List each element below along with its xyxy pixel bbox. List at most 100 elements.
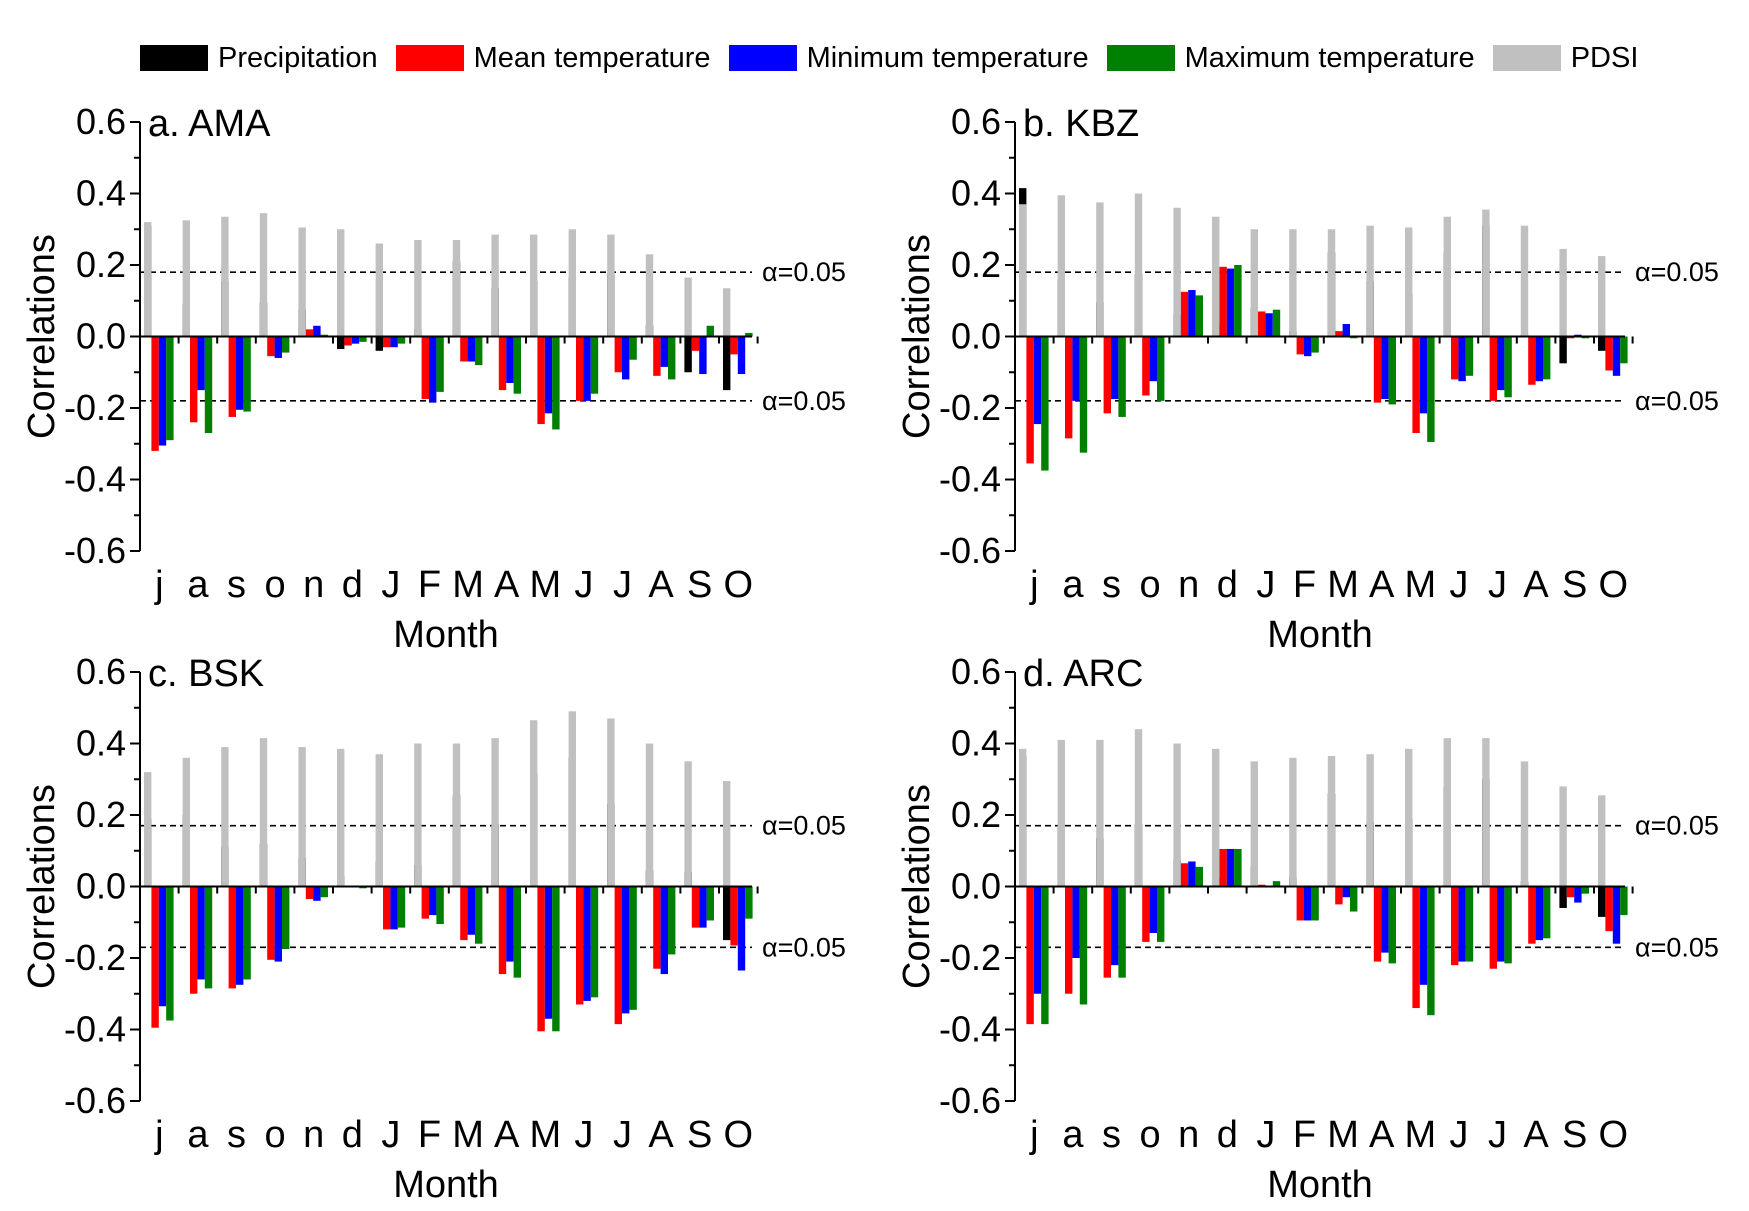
y-tick-label: -0.6	[939, 1080, 1001, 1121]
bar	[576, 886, 584, 1005]
bar	[1157, 336, 1165, 401]
bar	[1327, 229, 1336, 337]
x-tick-label: S	[1562, 564, 1587, 606]
x-tick-label: d	[1217, 1114, 1238, 1156]
x-tick-label: J	[1449, 1114, 1468, 1156]
x-tick-label: O	[724, 564, 754, 606]
x-tick-label: A	[1369, 1114, 1395, 1156]
y-tick-label: -0.4	[939, 459, 1001, 500]
x-tick-label: s	[227, 564, 246, 606]
bar	[1026, 336, 1034, 464]
bar	[1118, 336, 1126, 417]
bar	[622, 886, 630, 1014]
y-axis-label: Correlations	[896, 234, 938, 439]
bar	[1543, 336, 1551, 380]
bar	[1335, 886, 1343, 905]
bar	[243, 886, 251, 980]
bar	[1497, 336, 1505, 391]
x-tick-label: o	[1140, 1114, 1161, 1156]
bar	[1381, 886, 1389, 953]
bar	[1111, 336, 1119, 400]
x-tick-label: M	[452, 1114, 484, 1156]
legend-label: Maximum temperature	[1184, 41, 1475, 74]
bar	[645, 743, 654, 887]
legend-item: Maximum temperature	[1106, 41, 1475, 75]
bar	[1504, 886, 1512, 964]
bar	[706, 325, 714, 337]
x-axis-label: Month	[393, 1164, 499, 1206]
bar	[1520, 225, 1529, 337]
chart-panel: 0.6 0.4 0.2 0.0 -0.2 -0.4 -0.6 Correlations α=0.…	[896, 101, 1719, 656]
bar	[243, 336, 251, 412]
bar	[1559, 786, 1567, 887]
bar	[1528, 336, 1536, 385]
legend-item: PDSI	[1492, 41, 1639, 75]
bar	[1373, 886, 1382, 962]
bar	[1405, 748, 1413, 887]
x-tick-label: M	[529, 564, 561, 606]
y-tick-label: -0.2	[64, 387, 126, 428]
x-tick-label: J	[1256, 1114, 1275, 1156]
x-tick-label: J	[1256, 564, 1275, 606]
bar	[530, 234, 538, 337]
x-tick-label: o	[1140, 564, 1161, 606]
x-tick-label: J	[574, 1114, 593, 1156]
bar	[1304, 336, 1312, 357]
x-tick-label: J	[381, 564, 400, 606]
bar	[1311, 886, 1319, 921]
y-tick-label: 0.6	[951, 101, 1001, 142]
bar	[421, 886, 429, 919]
bar	[158, 336, 167, 446]
bar	[1504, 336, 1512, 398]
bar	[1458, 336, 1466, 382]
bar	[190, 336, 198, 423]
bar	[1528, 886, 1536, 944]
bar	[1489, 886, 1497, 969]
bar	[1026, 886, 1034, 1025]
y-tick-label: 0.0	[76, 316, 126, 357]
bar	[1520, 761, 1529, 887]
x-tick-label: o	[265, 1114, 286, 1156]
bar	[1405, 227, 1413, 337]
bar	[182, 220, 190, 337]
bar	[1482, 209, 1490, 337]
bar	[236, 886, 244, 985]
y-tick-label: 0.0	[951, 866, 1001, 907]
bar	[1443, 216, 1451, 337]
x-tick-label: S	[687, 564, 712, 606]
bar	[530, 720, 538, 887]
significance-label: α=0.05	[1635, 257, 1719, 287]
x-tick-label: A	[1523, 564, 1549, 606]
bar	[1072, 336, 1080, 401]
legend-label: PDSI	[1570, 41, 1639, 74]
y-tick-label: 0.2	[76, 244, 126, 285]
bar	[221, 747, 229, 887]
bar	[622, 336, 630, 380]
legend: Precipitation Mean temperature Minimum tem…	[140, 38, 1638, 78]
bar	[337, 748, 345, 887]
bar	[1019, 748, 1027, 887]
x-tick-label: J	[1449, 564, 1468, 606]
bar	[1072, 886, 1080, 958]
legend-swatch	[1106, 45, 1175, 71]
bar	[537, 886, 545, 1032]
bar	[583, 336, 591, 401]
bar	[1250, 761, 1258, 887]
bar	[1566, 886, 1575, 898]
bar	[313, 886, 321, 901]
bar	[228, 336, 236, 417]
x-tick-label: n	[303, 564, 324, 606]
bar	[1535, 886, 1543, 941]
x-tick-label: F	[418, 1114, 441, 1156]
bar	[1443, 738, 1451, 887]
bar	[513, 886, 521, 978]
bar	[1065, 886, 1073, 994]
bar	[274, 336, 282, 358]
bar	[228, 886, 236, 989]
bar	[1057, 195, 1065, 337]
x-tick-label: O	[1599, 1114, 1629, 1156]
bar	[236, 336, 244, 410]
y-tick-label: -0.6	[939, 530, 1001, 571]
bar	[691, 336, 700, 351]
y-tick-label: 0.6	[76, 101, 126, 142]
